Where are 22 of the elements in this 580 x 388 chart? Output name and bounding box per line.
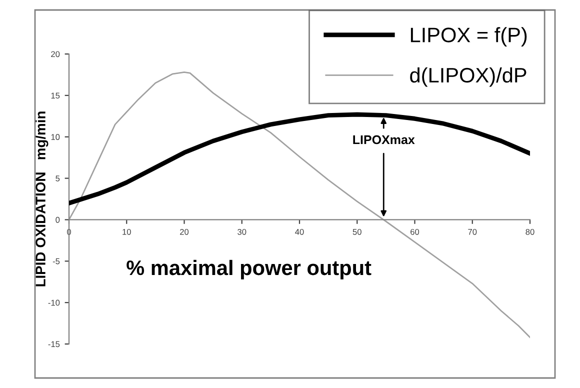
- x-tick-label: 30: [238, 228, 246, 235]
- y-tick-label: 0: [56, 216, 60, 223]
- y-tick-label: 15: [51, 92, 60, 99]
- x-axis-title: % maximal power output: [126, 260, 372, 280]
- y-tick-label: -15: [48, 341, 60, 348]
- y-axis-title: LIPID OXIDATION mg/min: [35, 112, 48, 286]
- y-tick-label: 20: [51, 51, 60, 58]
- y-tick-label: -10: [48, 300, 60, 306]
- x-tick-label: 40: [295, 228, 304, 235]
- x-tick-label: 50: [352, 228, 362, 235]
- line-series: [69, 112, 530, 206]
- x-tick-label: 10: [122, 228, 131, 235]
- legend-label: d(LIPOX)/dP: [410, 67, 526, 87]
- x-tick-label: 80: [526, 228, 534, 235]
- y-tick-label: -5: [52, 258, 60, 264]
- x-tick-label: 70: [468, 228, 477, 235]
- y-tick-label: 5: [56, 176, 60, 182]
- x-tick-label: 60: [410, 228, 420, 235]
- x-tick-label: 20: [180, 228, 189, 235]
- legend-label: LIPOX = f(P): [410, 27, 527, 46]
- y-tick-label: 10: [51, 134, 60, 140]
- annotation: LIPOXmax: [353, 135, 415, 144]
